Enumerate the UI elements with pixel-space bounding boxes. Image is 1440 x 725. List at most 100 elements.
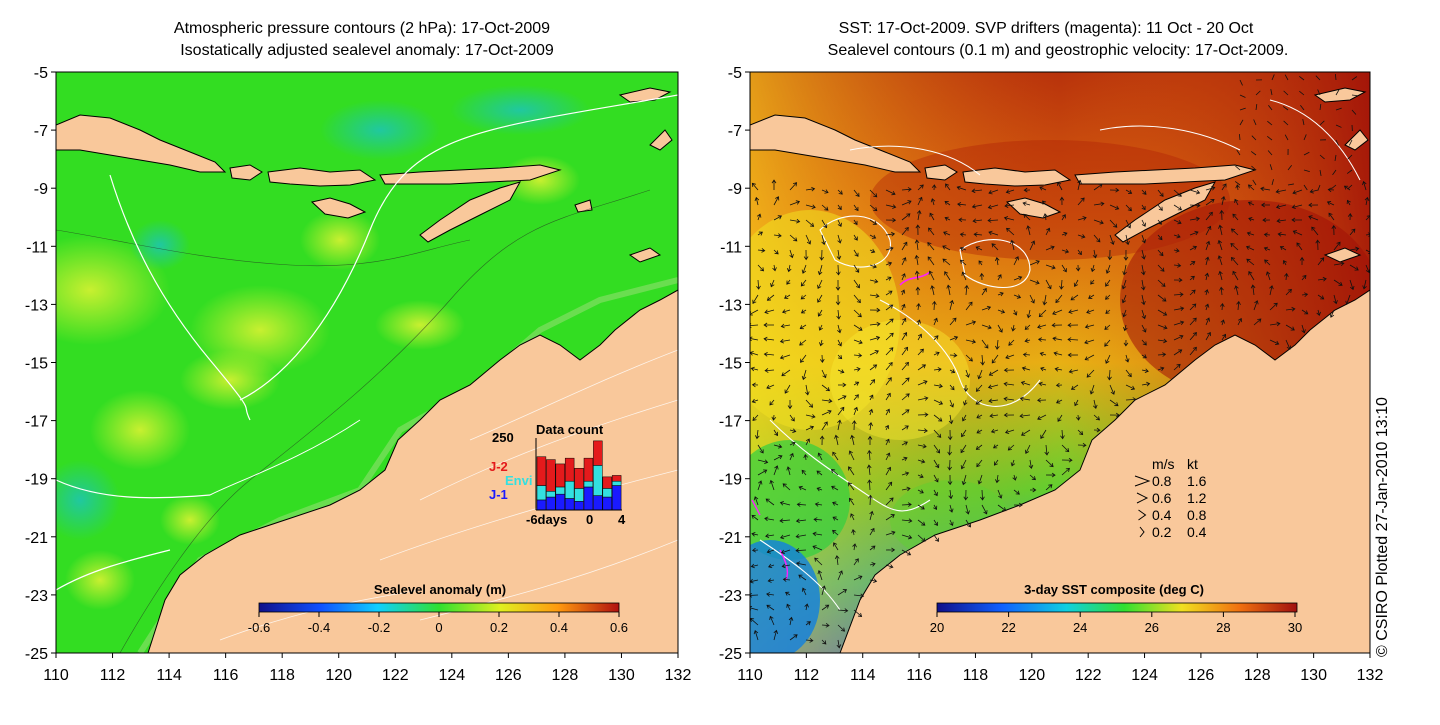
csiro-credit: © CSIRO Plotted 27-Jan-2010 13:10 [1374,397,1391,657]
right-ytick-label: -13 [719,297,742,314]
right-title-line1: SST: 17-Oct-2009. SVP drifters (magenta)… [839,20,1254,37]
data-count-bar-j1 [583,486,594,511]
data-count-bar-envi [536,485,547,501]
timor-island [419,181,522,243]
left-ytick-label: -11 [26,239,48,256]
velocity-legend-ms: 0.2 [1152,524,1172,540]
velocity-legend-ms: 0.6 [1152,490,1172,506]
data-count-bar-j2 [611,475,622,482]
right-xtick-label: 126 [1188,667,1215,684]
left-xtick-label: 114 [156,667,182,684]
right-xtick-label: 120 [1018,667,1045,684]
australia-landmass-sst [839,289,1370,653]
right-ytick-label: -25 [719,646,742,663]
left-ytick-label: -21 [25,530,48,547]
velocity-legend-kt: 1.2 [1187,490,1207,506]
velocity-scale-arrow [1139,526,1145,538]
sst-colorbar-tick-label: 20 [930,620,944,635]
velocity-scale-arrow [1136,492,1149,504]
left-xtick-label: 118 [269,667,295,684]
velocity-legend-kt: 0.8 [1187,507,1207,523]
data-count-bar-j2 [574,467,584,489]
sla-colorbar-tick-label: 0 [435,620,442,635]
velocity-legend-kt: 1.6 [1187,473,1207,489]
left-xtick-label: 112 [100,667,126,684]
sla-colorbar: Sealevel anomaly (m) -0.6 -0.4 -0.2 0 0.2 0.4… [248,582,628,635]
sla-colorbar-tick-label: -0.2 [368,620,390,635]
data-count-bar-envi [555,486,565,495]
svp-drifter-track [899,271,931,286]
right-title-line2: Sealevel contours (0.1 m) and geostrophi… [828,42,1289,59]
data-count-bar-envi [564,480,575,499]
timor-island-sst [1114,181,1217,243]
data-count-bar-j1 [611,485,622,511]
legend-j2: J-2 [489,459,508,474]
right-xtick-label: 118 [963,667,989,684]
data-count-bar-envi [583,480,594,488]
right-xtick-label: 132 [1357,667,1384,684]
java-island [56,114,227,173]
left-title-line1: Atmospheric pressure contours (2 hPa): 1… [174,20,550,37]
right-xtick-label: 112 [794,667,820,684]
sst-colorbar-tick-label: 30 [1288,620,1302,635]
left-xtick-label: 132 [665,667,692,684]
data-count-bar-j2 [536,456,547,486]
legend-envi: Envi [505,473,532,488]
left-ytick-label: -13 [25,297,48,314]
data-count-ymax: 250 [492,430,514,445]
right-ytick-label: -5 [728,65,742,82]
right-xtick-label: 124 [1131,667,1158,684]
right-ytick-label: -23 [719,588,742,605]
right-ytick-label: -9 [728,181,742,198]
lombok-island [229,164,263,181]
left-ytick-label: -25 [25,646,48,663]
left-map [56,72,678,653]
left-xtick-label: 120 [325,667,352,684]
sla-colorbar-tick-label: -0.4 [308,620,330,635]
right-xtick-label: 128 [1244,667,1271,684]
velocity-legend-kt: 0.4 [1187,524,1207,540]
left-xtick-label: 126 [495,667,522,684]
left-axes: -5 -7 -9 -11 -13 -15 -17 -19 -21 -23 -25 110 112 114 1… [25,65,692,684]
data-count-bar-envi [602,488,612,498]
left-xtick-label: 110 [43,667,69,684]
sla-colorbar-tick-label: 0.2 [490,620,508,635]
right-ytick-label: -21 [719,530,742,547]
sst-colorbar-tick-label: 24 [1073,620,1087,635]
right-ytick-label: -7 [728,123,742,140]
left-ytick-label: -19 [25,472,48,489]
left-xtick-label: 130 [608,667,635,684]
data-count-bar-j1 [555,493,565,511]
right-ytick-label: -15 [719,356,742,373]
left-ytick-label: -15 [25,356,48,373]
left-ytick-label: -23 [25,588,48,605]
data-count-bar-j2 [583,457,594,482]
data-count-bar-j1 [574,501,584,511]
data-count-bar-j1 [564,498,575,511]
right-ytick-label: -11 [720,239,742,256]
left-xtick-label: 116 [213,667,239,684]
data-count-bar-envi [593,465,603,496]
sumbawa-island [267,167,377,187]
right-axes: -5 -7 -9 -11 -13 -15 -17 -19 -21 -23 -25 110 112 114 1… [719,65,1384,684]
right-xtick-label: 110 [737,667,763,684]
data-count-bar-envi [574,488,584,502]
sst-colorbar-tick-label: 28 [1216,620,1230,635]
right-ytick-label: -17 [719,414,742,431]
left-title-line2: Isostatically adjusted sealevel anomaly:… [180,42,554,59]
sla-colorbar-tick-label: 0.6 [610,620,628,635]
right-xtick-label: 122 [1075,667,1102,684]
velocity-legend-ms: 0.4 [1152,507,1172,523]
sumba-island [310,197,367,219]
left-ytick-label: -7 [34,123,48,140]
left-ytick-label: -17 [25,414,48,431]
data-count-bar-j1 [546,496,556,511]
sst-colorbar: 3-day SST composite (deg C) 20 22 24 26 28 30 [930,582,1302,635]
velocity-legend: m/s kt 0.8 1.60.6 1.20.4 0.80.2 0.4 [1134,456,1207,540]
left-xtick-label: 124 [438,667,465,684]
data-count-bar-envi [611,480,622,486]
sst-colorbar-label: 3-day SST composite (deg C) [1024,582,1204,597]
geostrophic-velocity-arrows [750,73,1370,649]
australia-landmass [147,289,678,653]
data-count-bar-j1 [602,496,612,511]
